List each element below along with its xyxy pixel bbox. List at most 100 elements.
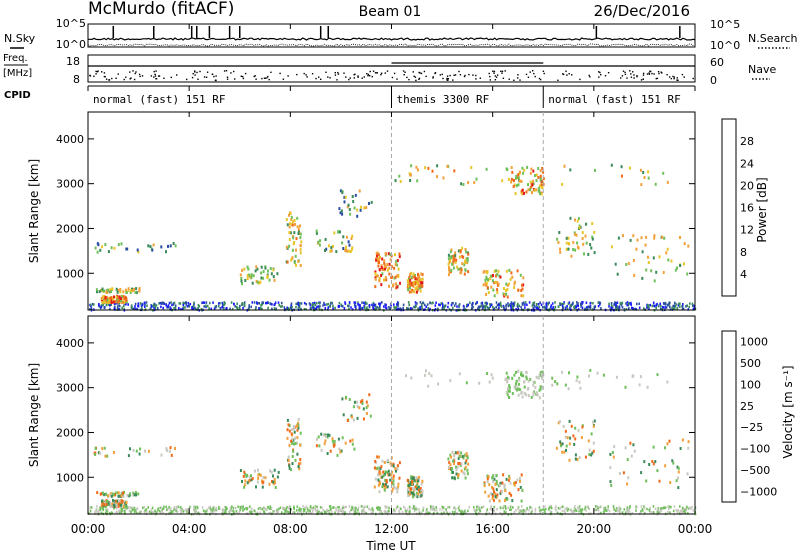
cpid-segments: normal (fast) 151 RF themis 3300 RF normal…	[93, 86, 681, 108]
range-gate-cell	[288, 464, 291, 468]
range-gate-cell	[643, 176, 646, 179]
range-gate-cell	[521, 283, 523, 287]
range-gate-cell	[666, 380, 669, 384]
range-gate-cell	[505, 289, 507, 293]
nave-point	[380, 74, 382, 76]
range-gate-cell	[482, 304, 484, 307]
nave-point	[234, 78, 236, 80]
range-gate-cell	[543, 505, 546, 508]
nave-point	[646, 73, 649, 75]
range-gate-cell	[236, 305, 238, 309]
range-gate-cell	[311, 507, 313, 510]
range-gate-cell	[288, 238, 291, 242]
range-gate-cell	[406, 307, 408, 310]
range-gate-cell	[510, 508, 512, 511]
range-gate-cell	[640, 236, 643, 240]
range-gate-cell	[525, 190, 528, 194]
range-gate-cell	[399, 307, 401, 310]
range-gate-cell	[517, 307, 520, 311]
range-gate-cell	[505, 371, 508, 375]
range-gate-cell	[386, 470, 389, 474]
range-gate-cell	[286, 223, 289, 227]
range-gate-cell	[316, 505, 318, 509]
range-gate-cell	[466, 468, 469, 472]
range-gate-cell	[387, 252, 390, 256]
range-gate-cell	[241, 302, 244, 305]
range-gate-cell	[215, 305, 218, 308]
range-gate-cell	[686, 505, 688, 509]
range-gate-cell	[364, 306, 366, 310]
range-gate-cell	[168, 511, 171, 515]
range-gate-cell	[326, 435, 329, 439]
range-gate-cell	[166, 508, 168, 512]
range-gate-cell	[465, 305, 468, 308]
range-gate-cell	[572, 302, 574, 306]
nave-point	[598, 71, 600, 73]
range-gate-cell	[319, 305, 321, 308]
range-gate-cell	[513, 280, 516, 284]
range-gate-cell	[225, 506, 227, 509]
range-gate-cell	[498, 303, 500, 306]
range-gate-cell	[294, 223, 296, 226]
range-gate-cell	[466, 261, 469, 265]
nave-point	[386, 70, 389, 72]
range-gate-cell	[169, 244, 172, 248]
range-gate-cell	[96, 491, 99, 495]
nave-point	[658, 72, 660, 75]
range-gate-cell	[354, 305, 356, 308]
range-gate-cell	[483, 269, 486, 273]
range-gate-cell	[462, 255, 465, 259]
range-gate-cell	[120, 503, 122, 507]
range-gate-cell	[512, 306, 514, 310]
range-gate-cell	[212, 511, 215, 515]
range-gate-cell	[596, 371, 599, 375]
range-gate-cell	[564, 511, 566, 514]
range-gate-cell	[588, 374, 590, 378]
range-gate-cell	[583, 252, 585, 256]
range-gate-cell	[286, 436, 289, 440]
range-gate-cell	[565, 444, 568, 448]
range-gate-cell	[495, 479, 498, 483]
range-gate-cell	[262, 270, 265, 274]
range-gate-cell	[113, 302, 116, 306]
range-gate-cell	[502, 292, 505, 296]
range-gate-cell	[509, 277, 512, 281]
range-gate-cell	[471, 307, 473, 311]
range-gate-cell	[495, 495, 498, 499]
range-gate-cell	[89, 507, 92, 510]
range-gate-cell	[515, 174, 518, 178]
range-gate-cell	[107, 501, 110, 505]
nave-point	[205, 76, 208, 78]
noise-tick-left-bottom: 10^0	[56, 38, 86, 51]
range-gate-cell	[662, 305, 664, 309]
range-gate-cell	[280, 301, 283, 305]
range-gate-cell	[409, 286, 411, 290]
range-gate-cell	[384, 303, 386, 306]
range-gate-cell	[628, 510, 630, 513]
range-gate-cell	[520, 179, 523, 183]
range-gate-cell	[118, 295, 121, 299]
range-gate-cell	[325, 435, 327, 438]
range-gate-cell	[409, 278, 412, 282]
range-gate-cell	[455, 468, 458, 472]
range-gate-cell	[657, 511, 660, 515]
range-gate-cell	[489, 492, 492, 496]
range-gate-cell	[555, 505, 557, 508]
range-gate-cell	[641, 509, 644, 512]
range-gate-cell	[222, 508, 224, 512]
range-gate-cell	[385, 306, 388, 310]
range-gate-cell	[529, 378, 532, 381]
range-gate-cell	[271, 307, 273, 311]
y-tick-label: 1000	[56, 471, 84, 484]
nave-point	[434, 72, 437, 74]
range-gate-cell	[416, 481, 419, 485]
range-gate-cell	[298, 462, 301, 466]
range-gate-cell	[417, 492, 420, 496]
range-gate-cell	[448, 308, 451, 311]
range-gate-cell	[493, 477, 496, 481]
range-gate-cell	[662, 271, 665, 274]
range-gate-cell	[162, 301, 165, 305]
range-gate-cell	[420, 303, 423, 306]
range-gate-cell	[645, 268, 648, 272]
